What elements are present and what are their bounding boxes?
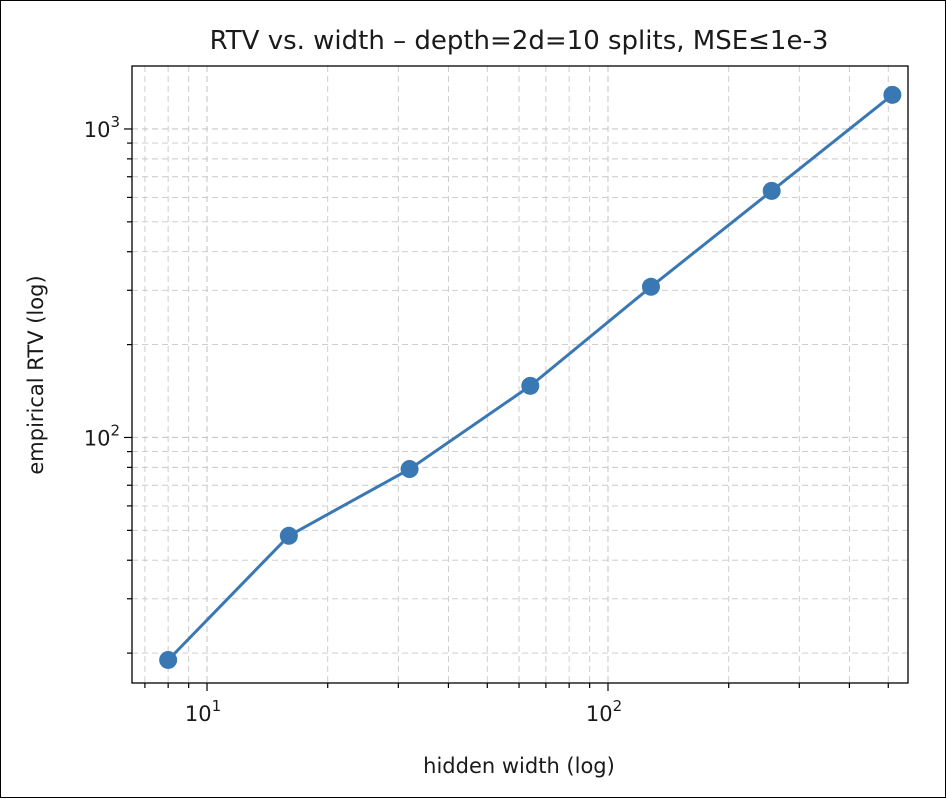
data-point: [641, 277, 660, 296]
y-tick-label: 103: [84, 113, 120, 142]
data-point: [400, 460, 419, 479]
data-point: [521, 376, 540, 395]
x-axis-label: hidden width (log): [423, 754, 615, 778]
chart-title: RTV vs. width – depth=2d=10 splits, MSE≤…: [210, 26, 829, 56]
data-point: [159, 650, 178, 669]
x-tick-label: 101: [185, 697, 221, 726]
data-point: [883, 85, 902, 104]
data-point: [279, 526, 298, 545]
y-axis-label: empirical RTV (log): [24, 275, 48, 474]
series-layer: [159, 85, 902, 669]
y-tick-label: 102: [84, 421, 120, 450]
x-tick-label: 102: [586, 697, 622, 726]
data-point: [762, 181, 781, 200]
axis-ticks: 101 102 102 103: [84, 113, 889, 726]
plot-area-border: [131, 65, 909, 684]
grid-lines: [132, 66, 908, 683]
